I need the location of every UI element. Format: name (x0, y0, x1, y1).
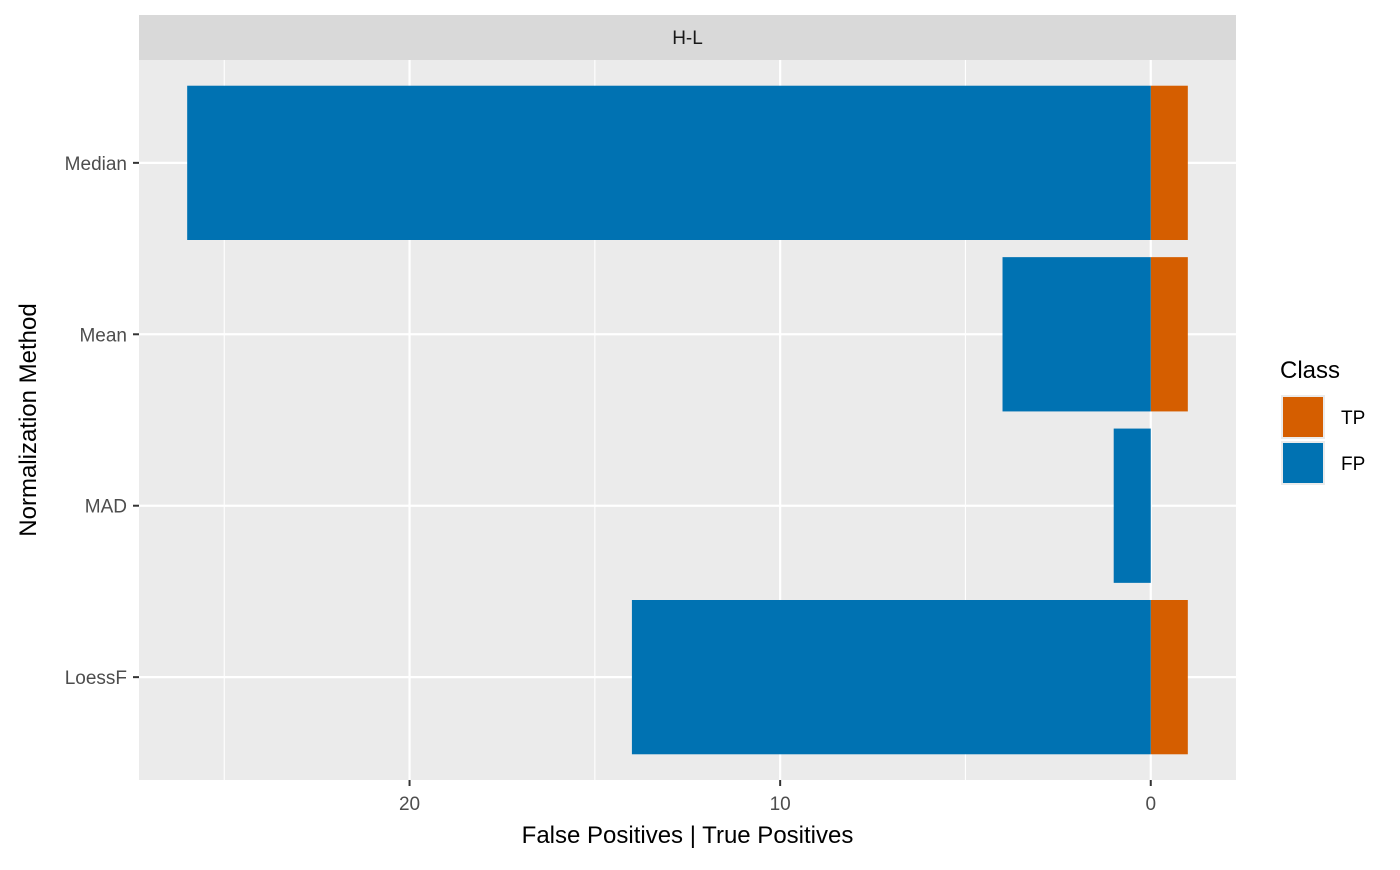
facet-label: H-L (672, 28, 703, 49)
x-tick-label: 10 (770, 794, 791, 815)
legend-label-tp: TP (1341, 408, 1365, 429)
bar-fp-mad (1113, 428, 1151, 583)
x-axis: 20 10 0 (399, 780, 1156, 815)
legend: Class TP FP (1280, 357, 1365, 485)
y-axis-title: Normalization Method (15, 303, 42, 536)
bar-fp-mean (1002, 257, 1151, 412)
bar-tp-mean (1150, 257, 1188, 412)
bar-fp-loessf (631, 600, 1151, 755)
y-axis: Median Mean MAD LoessF (65, 154, 139, 689)
bar-tp-median (1150, 85, 1188, 240)
legend-key-fp (1283, 443, 1323, 483)
legend-title: Class (1280, 357, 1340, 384)
bar-fp-median (187, 85, 1151, 240)
x-axis-title: False Positives | True Positives (522, 822, 854, 849)
y-tick-label: Median (65, 154, 127, 175)
legend-key-tp (1283, 397, 1323, 437)
y-tick-label: LoessF (65, 668, 127, 689)
facet-strip (139, 15, 1236, 60)
legend-label-fp: FP (1341, 454, 1365, 475)
legend-items: TP FP (1281, 395, 1365, 485)
x-tick-label: 20 (399, 794, 420, 815)
x-tick-label: 0 (1145, 794, 1156, 815)
bars (187, 85, 1188, 755)
bar-tp-loessf (1150, 600, 1188, 755)
y-tick-label: MAD (85, 497, 127, 518)
y-tick-label: Mean (79, 325, 127, 346)
